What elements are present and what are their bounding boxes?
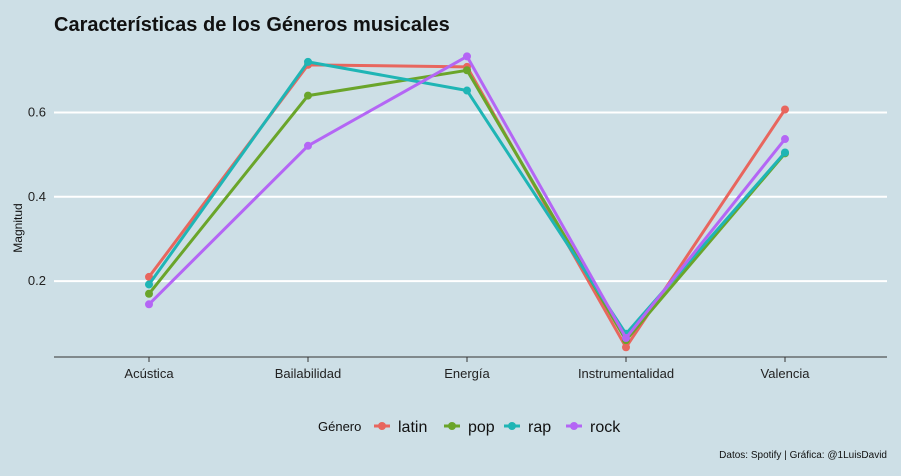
legend-key-point (570, 422, 578, 430)
x-tick-label: Acústica (124, 366, 174, 381)
series-line (147, 68, 787, 342)
y-tick-label: 0.4 (28, 189, 46, 204)
legend-key-point (448, 422, 456, 430)
data-point (145, 272, 153, 281)
x-axis-ticks: Acústica Bailabilidad Energía Instrumentali… (124, 357, 810, 381)
legend-key-point (378, 422, 386, 430)
data-point (145, 289, 153, 298)
y-axis-title: Magnitud (11, 203, 25, 252)
legend-item-rock: rock (566, 419, 621, 436)
data-point (622, 343, 630, 352)
legend-title: Género (318, 419, 361, 434)
legend-label: rap (528, 419, 551, 436)
data-point (145, 280, 153, 289)
y-axis-ticks: 0.2 0.4 0.6 (28, 104, 46, 288)
data-point (781, 105, 789, 114)
data-point (145, 300, 153, 309)
x-tick-label: Bailabilidad (275, 366, 342, 381)
legend-item-pop: pop (444, 419, 495, 436)
legend-item-rap: rap (504, 419, 551, 436)
chart-title: Características de los Géneros musicales (54, 14, 450, 36)
series-line (147, 60, 787, 336)
data-point (304, 57, 312, 66)
data-point (463, 52, 471, 61)
legend-label: rock (590, 419, 621, 436)
data-point (304, 91, 312, 100)
data-point (622, 334, 630, 343)
legend-key-point (508, 422, 516, 430)
series-lines (145, 52, 789, 352)
data-point (781, 135, 789, 144)
legend-label: pop (468, 419, 495, 436)
x-tick-label: Energía (444, 366, 490, 381)
y-tick-label: 0.6 (28, 104, 46, 119)
x-tick-label: Instrumentalidad (578, 366, 674, 381)
series-rap (145, 57, 789, 338)
legend-label: latin (398, 419, 427, 436)
data-point (781, 148, 789, 157)
series-line (147, 63, 787, 349)
data-point (463, 66, 471, 75)
y-tick-label: 0.2 (28, 273, 46, 288)
series-pop (145, 66, 789, 345)
data-point (304, 141, 312, 150)
caption: Datos: Spotify | Gráfica: @1LuisDavid (719, 450, 887, 461)
legend-item-latin: latin (374, 419, 427, 436)
series-rock (145, 52, 789, 343)
series-latin (145, 60, 789, 352)
legend: Género latin pop rap rock (318, 419, 621, 436)
x-tick-label: Valencia (761, 366, 811, 381)
data-point (463, 86, 471, 95)
